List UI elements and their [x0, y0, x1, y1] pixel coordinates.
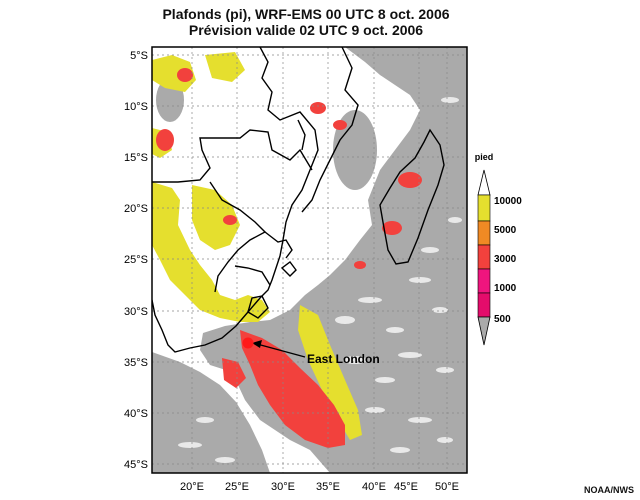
lat-label-10s: 10°S	[124, 101, 148, 113]
legend-label-3000: 3000	[494, 254, 517, 265]
lat-label-5s: 5°S	[130, 50, 148, 62]
east-london-annotation: East London	[242, 337, 380, 366]
legend-swatch-lower	[477, 292, 491, 318]
lon-labels: 20°E 25°E 30°E 35°E 40°E 45°E 50°E	[180, 481, 459, 493]
ceiling-red-field	[156, 68, 422, 448]
credit-label: NOAA/NWS	[584, 485, 634, 495]
legend-swatch-5000	[477, 220, 491, 246]
east-london-marker	[242, 337, 254, 349]
coastline-borders	[152, 47, 445, 353]
legend: pied 10000 5000 3000 1000 500	[475, 152, 522, 346]
lat-label-40s: 40°S	[124, 408, 148, 420]
lon-label-35e: 35°E	[316, 481, 340, 493]
lat-label-35s: 35°S	[124, 357, 148, 369]
legend-swatch-1000	[477, 268, 491, 294]
legend-unit-label: pied	[475, 152, 494, 162]
east-london-label: East London	[307, 352, 380, 366]
lat-lon-grid	[152, 47, 467, 473]
lat-label-20s: 20°S	[124, 203, 148, 215]
legend-label-1000: 1000	[494, 283, 517, 294]
lon-label-30e: 30°E	[271, 481, 295, 493]
map-title-line2: Prévision valide 02 UTC 9 oct. 2006	[188, 22, 424, 38]
legend-swatch-10000	[477, 194, 491, 222]
annotation-arrowhead	[252, 340, 262, 348]
legend-top-arrow	[477, 169, 491, 196]
ceiling-texture	[178, 87, 462, 463]
lat-labels: 5°S 10°S 15°S 20°S 25°S 30°S 35°S 40°S 4…	[124, 50, 148, 471]
legend-swatch-3000	[477, 244, 491, 270]
legend-label-10000: 10000	[494, 196, 522, 207]
lat-label-45s: 45°S	[124, 459, 148, 471]
legend-label-500: 500	[494, 314, 511, 325]
lon-label-25e: 25°E	[225, 481, 249, 493]
lon-label-45e: 45°E	[394, 481, 418, 493]
lon-label-20e: 20°E	[180, 481, 204, 493]
lat-label-25s: 25°S	[124, 254, 148, 266]
lat-label-30s: 30°S	[124, 306, 148, 318]
lon-label-50e: 50°E	[435, 481, 459, 493]
lon-label-40e: 40°E	[362, 481, 386, 493]
map-area	[152, 47, 467, 473]
map-title-line1: Plafonds (pi), WRF-EMS 00 UTC 8 oct. 200…	[162, 6, 450, 22]
lat-label-15s: 15°S	[124, 152, 148, 164]
legend-label-5000: 5000	[494, 225, 517, 236]
legend-bottom-arrow	[477, 316, 491, 346]
map-frame	[151, 46, 468, 474]
